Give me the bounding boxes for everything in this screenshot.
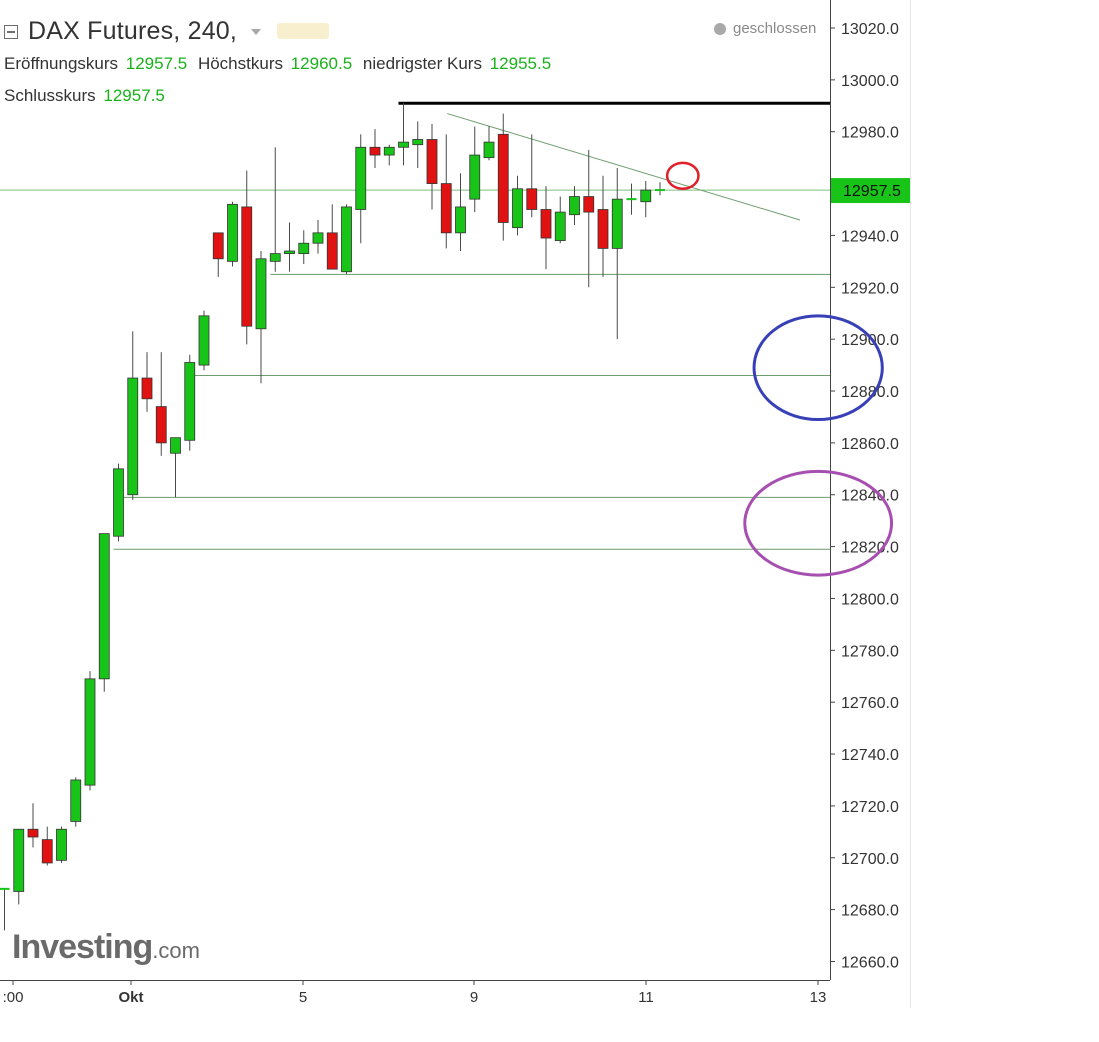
candle-body	[483, 141, 495, 159]
collapse-icon[interactable]	[4, 25, 18, 39]
candle-body	[13, 828, 25, 892]
chart-title: DAX Futures, 240,	[28, 16, 238, 45]
y-tick-label: 12780.0	[841, 643, 899, 660]
candle-body	[440, 183, 452, 234]
candle-body	[341, 206, 352, 273]
candle-body	[426, 139, 438, 184]
low-label: niedrigster Kurs	[362, 54, 482, 73]
candle-body	[569, 196, 580, 216]
x-tick-label: 5	[299, 989, 307, 1006]
ohlc-row: Eröffnungskurs 12957.5 Höchstkurs 12960.…	[4, 48, 557, 80]
candle-body	[113, 468, 124, 537]
candle-body	[155, 406, 167, 444]
y-tick-label: 13000.0	[841, 73, 899, 90]
low-value: 12955.5	[489, 54, 552, 73]
y-tick-label: 12680.0	[841, 903, 899, 920]
candle-body	[141, 377, 153, 400]
candle-body	[84, 678, 96, 786]
y-tick-label: 12900.0	[841, 332, 899, 349]
candle-body	[583, 196, 595, 213]
logo-main-text: Investing	[12, 928, 153, 966]
y-tick-label: 12880.0	[841, 384, 899, 401]
x-tick-label: Okt	[118, 989, 143, 1006]
high-label: Höchstkurs	[197, 54, 283, 73]
candle-body	[70, 779, 82, 822]
candle-body	[326, 232, 338, 270]
last-price-tag	[831, 178, 910, 204]
open-value: 12957.5	[125, 54, 188, 73]
candle-body	[455, 206, 466, 234]
candle-body	[554, 211, 566, 242]
candle-body	[41, 839, 53, 864]
close-row: Schlusskurs 12957.5	[4, 80, 557, 112]
x-tick-label: 13	[810, 989, 827, 1006]
title-row: DAX Futures, 240,	[4, 14, 557, 48]
candle-body	[526, 188, 538, 210]
y-tick-label: 13020.0	[841, 21, 899, 38]
candle-body	[269, 253, 281, 262]
candle-body	[369, 146, 381, 156]
candle-body	[611, 198, 623, 249]
candle-body	[284, 250, 295, 254]
y-tick-label: 12740.0	[841, 747, 899, 764]
candle-body	[640, 189, 652, 203]
candle-body	[597, 209, 609, 249]
y-tick-label: 12720.0	[841, 799, 899, 816]
candle-body	[170, 437, 181, 454]
candle-body	[227, 203, 238, 262]
investing-logo: Investing .com	[12, 928, 200, 967]
candle-body	[469, 154, 481, 200]
y-tick-label: 12860.0	[841, 436, 899, 453]
red-ellipse	[665, 161, 700, 191]
candle-body	[56, 828, 67, 861]
y-tick-label: 12660.0	[841, 954, 899, 971]
open-label: Eröffnungskurs	[4, 54, 119, 73]
candle-body	[98, 533, 110, 680]
purple-ellipse	[743, 469, 894, 577]
candle-body	[127, 377, 139, 496]
candle-body	[383, 146, 395, 156]
candle-body	[298, 242, 310, 254]
candle-body	[312, 232, 324, 244]
y-tick-label: 12820.0	[841, 540, 899, 557]
candle-body	[355, 146, 367, 210]
candle-body	[412, 139, 424, 146]
candle-body	[212, 232, 224, 260]
x-tick-label: 11	[638, 989, 654, 1006]
y-tick-label: 12700.0	[841, 851, 899, 868]
x-tick-label: 9	[470, 989, 478, 1006]
candle-body	[540, 209, 552, 239]
y-tick-label: 12800.0	[841, 591, 899, 608]
candle-body	[241, 206, 253, 327]
candle-body	[255, 258, 267, 330]
blurred-badge	[277, 23, 330, 39]
candle-body	[512, 188, 523, 229]
y-tick-label: 12840.0	[841, 488, 899, 505]
logo-suffix-text: .com	[152, 938, 200, 963]
y-tick-label: 12980.0	[841, 125, 899, 142]
candle-body	[184, 362, 196, 441]
status-text: geschlossen	[733, 20, 817, 37]
status-dot-icon	[714, 22, 726, 35]
close-label: Schlusskurs	[4, 86, 96, 105]
chevron-down-icon[interactable]	[251, 29, 262, 35]
blue-ellipse	[752, 314, 884, 422]
candle-body	[398, 141, 409, 148]
y-tick-label: 12920.0	[841, 280, 899, 297]
trendline	[447, 113, 801, 221]
candle-body	[497, 133, 509, 223]
y-tick-label: 12760.0	[841, 695, 899, 712]
close-value: 12957.5	[103, 86, 165, 105]
market-status: geschlossen	[714, 20, 816, 37]
high-value: 12960.5	[290, 54, 353, 73]
x-tick-label: :00	[3, 989, 24, 1006]
last-price-label: 12957.5	[843, 183, 901, 200]
candle-body	[27, 828, 39, 838]
y-tick-label: 12940.0	[841, 228, 899, 245]
chart-header: DAX Futures, 240, Eröffnungskurs 12957.5…	[4, 14, 557, 112]
candle-body	[198, 315, 210, 366]
